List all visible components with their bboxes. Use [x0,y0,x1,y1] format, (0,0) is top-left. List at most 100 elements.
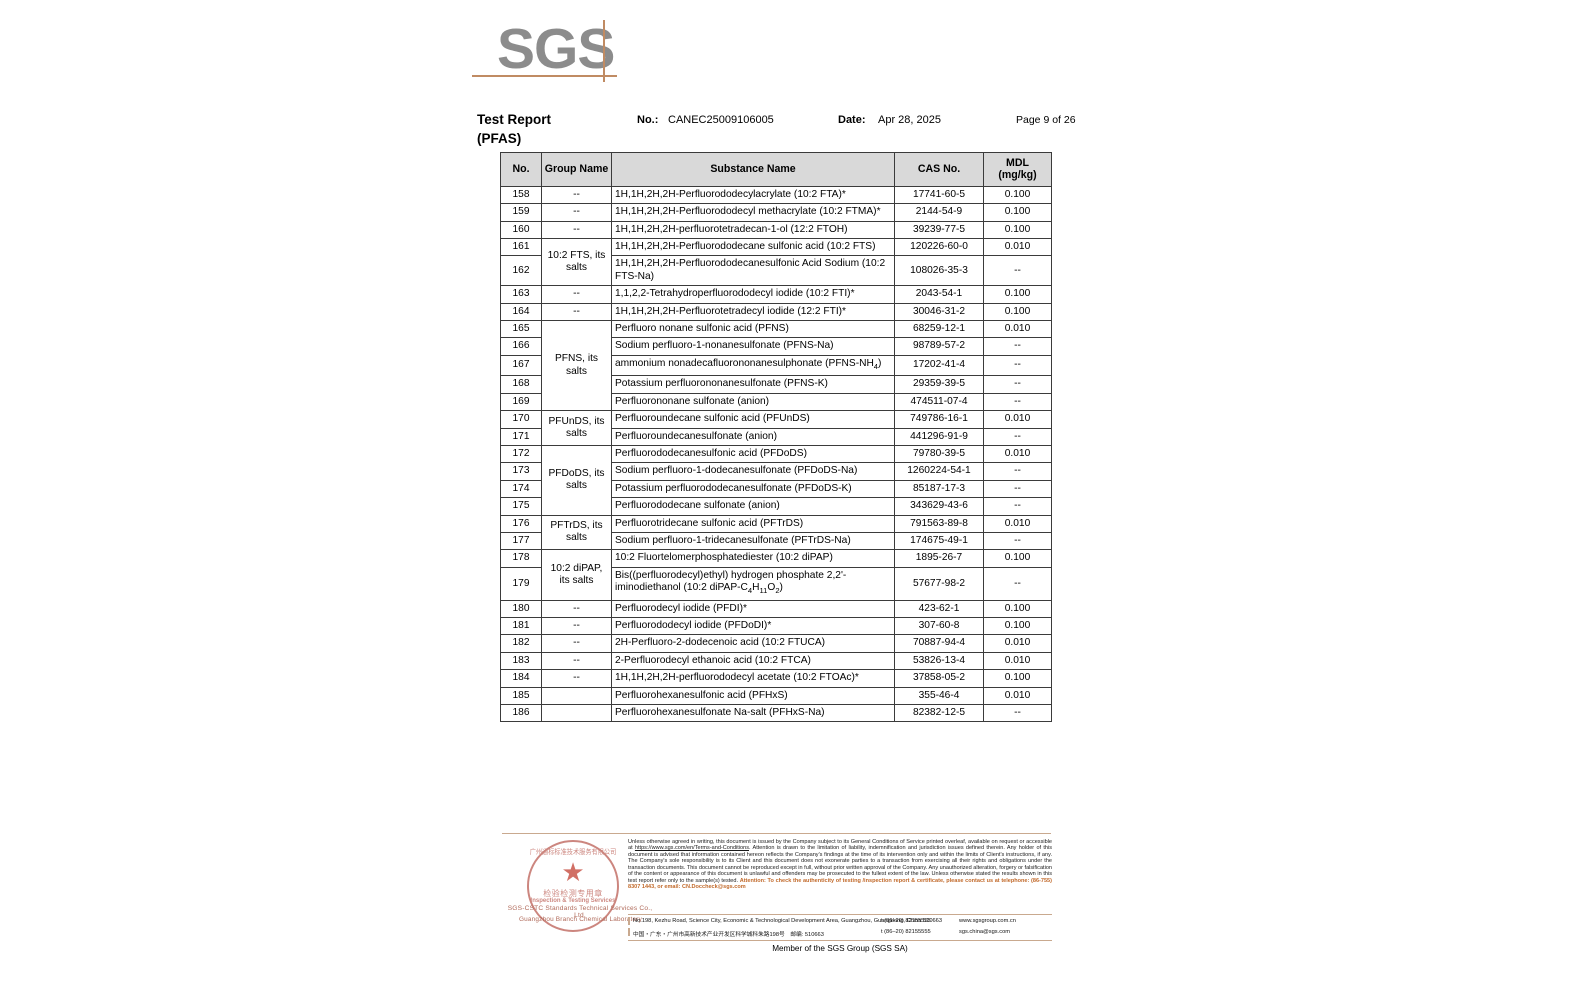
cell-no: 173 [500,462,542,481]
disclaimer-part2: . Attention is drawn to the limitation o… [628,845,1052,884]
cell-mdl: 0.100 [983,617,1052,636]
cell-mdl: -- [983,462,1052,481]
address-chinese: 中国・广东・广州市高新技术产业开发区科学城科朱路198号 邮编: 510663 [633,932,824,938]
table-row: 183 -- 2-Perfluorodecyl ethanoic acid (10:… [500,651,1052,671]
cell-cas-no: 17741-60-5 [894,185,984,205]
cell-substance-name: Perfluoroundecane sulfonic acid (PFUnDS) [611,410,895,429]
cell-no: 185 [500,686,542,706]
table-row: 166 Sodium perfluoro-1-nonanesulfonate (P… [500,337,1052,356]
column-header-mdl-line1: MDL [1006,157,1029,169]
cell-cas-no: 174675-49-1 [894,531,984,551]
cell-no: 160 [500,220,542,240]
cell-cas-no: 70887-94-4 [894,634,984,653]
cell-substance-name: 2H-Perfluoro-2-dodecenoic acid (10:2 FTU… [611,634,895,653]
cell-cas-no: 37858-05-2 [894,669,984,688]
cell-substance-name: 1H,1H,2H,2H-Perfluorododecanesulfonic Ac… [611,255,895,287]
cell-substance-name: 1H,1H,2H,2H-perfluorododecyl acetate (10… [611,669,895,688]
table-row: 165 PFNS, its salts Perfluoro nonane sulfo… [500,320,1052,412]
cell-cas-no: 108026-35-3 [894,255,984,287]
cell-cas-no: 85187-17-3 [894,479,984,499]
cell-group-name: -- [541,617,612,636]
cell-substance-name: Perfluorohexanesulfonate Na-salt (PFHxS-… [611,704,895,723]
cell-substance-name: 10:2 Fluortelomerphosphatediester (10:2 … [611,549,895,568]
cell-mdl: -- [983,255,1052,287]
table-row: 162 1H,1H,2H,2H-Perfluorododecanesulfonic… [500,255,1052,287]
cell-group-name: -- [541,302,612,322]
column-header-mdl-line2: (mg/kg) [998,169,1037,182]
cell-no: 168 [500,375,542,394]
disclaimer-part1: Unless otherwise agreed in writing, this… [628,839,1052,852]
cell-substance-name: 1H,1H,2H,2H-perfluorotetradecan-1-ol (12… [611,220,895,240]
cell-cas-no: 57677-98-2 [894,566,984,601]
cell-substance-name: Sodium perfluoro-1-dodecanesulfonate (PF… [611,462,895,481]
cell-no: 167 [500,354,542,377]
address-row-en: No.198, Kezhu Road, Science City, Econom… [628,916,1052,927]
cell-mdl: 0.100 [983,302,1052,322]
cell-no: 165 [500,320,542,339]
cell-substance-name: 1H,1H,2H,2H-Perfluorotetradecyl iodide (… [611,302,895,322]
cell-substance-name: 1H,1H,2H,2H-Perfluorododecyl methacrylat… [611,203,895,222]
cell-cas-no: 307-60-8 [894,617,984,636]
cell-cas-no: 30046-31-2 [894,302,984,322]
table-row: 185 Perfluorohexanesulfonic acid (PFHxS) 3… [500,686,1052,706]
cell-no: 174 [500,479,542,499]
cell-no: 169 [500,392,542,412]
sgs-logo-text: SGS [497,17,615,81]
cell-no: 176 [500,514,542,533]
table-row: 170 PFUnDS, its salts Perfluoroundecane su… [500,410,1052,446]
cell-mdl: 0.010 [983,238,1052,257]
attention-notice: Attention: To check the authenticity of … [628,878,1052,890]
cell-mdl: 0.010 [983,686,1052,706]
company-seal-stamp: 广州通标标准技术服务有限公司 ★ 检验检测专用章 Inspection & Te… [527,840,619,932]
telephone-english: t (86–20) 82155555 [881,918,931,924]
cell-mdl: 0.010 [983,410,1052,429]
cell-group-name: PFDoDS, its salts [541,444,612,516]
cell-cas-no: 68259-12-1 [894,320,984,339]
cell-group-name: -- [541,634,612,653]
cell-mdl: -- [983,392,1052,412]
table-row: 179 Bis((perfluorodecyl)ethyl) hydrogen p… [500,566,1052,601]
cell-substance-name: Perfluorododecyl iodide (PFDoDI)* [611,617,895,636]
cell-no: 163 [500,285,542,304]
cell-mdl: -- [983,337,1052,356]
cell-cas-no: 749786-16-1 [894,410,984,429]
address-bar-marker [628,917,630,925]
cell-group-name: PFUnDS, its salts [541,410,612,446]
cell-substance-name: Perfluorododecane sulfonate (anion) [611,497,895,516]
cell-mdl: 0.100 [983,599,1052,619]
cell-substance-name: Sodium perfluoro-1-nonanesulfonate (PFNS… [611,337,895,356]
cell-cas-no: 474511-07-4 [894,392,984,412]
column-header-substance-name: Substance Name [611,152,895,187]
cell-substance-name: 1,1,2,2-Tetrahydroperfluorododecyl iodid… [611,285,895,304]
column-header-mdl: MDL (mg/kg) [983,152,1052,187]
cell-group-name: -- [541,285,612,304]
cell-no: 181 [500,617,542,636]
table-row: 159 -- 1H,1H,2H,2H-Perfluorododecyl methac… [500,203,1052,222]
table-row: 182 -- 2H-Perfluoro-2-dodecenoic acid (10:… [500,634,1052,653]
column-header-no: No. [500,152,542,187]
telephone-chinese: t (86–20) 82155555 [881,929,931,935]
cell-mdl: 0.010 [983,514,1052,533]
cell-group-name: PFTrDS, its salts [541,514,612,551]
address-block: No.198, Kezhu Road, Science City, Econom… [628,916,1052,938]
terms-and-conditions-link[interactable]: https://www.sgs.com/en/Terms-and-Conditi… [634,845,749,852]
cell-mdl: -- [983,704,1052,723]
table-row: 172 PFDoDS, its salts Perfluorododecanesul… [500,444,1052,516]
cell-mdl: 0.100 [983,549,1052,568]
cell-no: 184 [500,669,542,688]
seal-english-text: Inspection & Testing Services [530,898,616,905]
cell-no: 182 [500,634,542,653]
cell-cas-no: 2043-54-1 [894,285,984,304]
cell-mdl: -- [983,354,1052,377]
cell-group-name: PFNS, its salts [541,320,612,412]
logo-horizontal-rule [472,75,617,77]
cell-mdl: 0.010 [983,320,1052,339]
legal-disclaimer: Unless otherwise agreed in writing, this… [628,839,1052,891]
cell-cas-no: 17202-41-4 [894,354,984,377]
table-header-row: No. Group Name Substance Name CAS No. MD… [500,152,1052,187]
doccheck-email-link[interactable]: CN.Doccheck@sgs.com [681,884,746,891]
cell-cas-no: 1895-26-7 [894,549,984,568]
table-row: 161 10:2 FTS, its salts 1H,1H,2H,2H-Perflu… [500,238,1052,287]
cell-cas-no: 29359-39-5 [894,375,984,394]
cell-mdl: 0.100 [983,220,1052,240]
